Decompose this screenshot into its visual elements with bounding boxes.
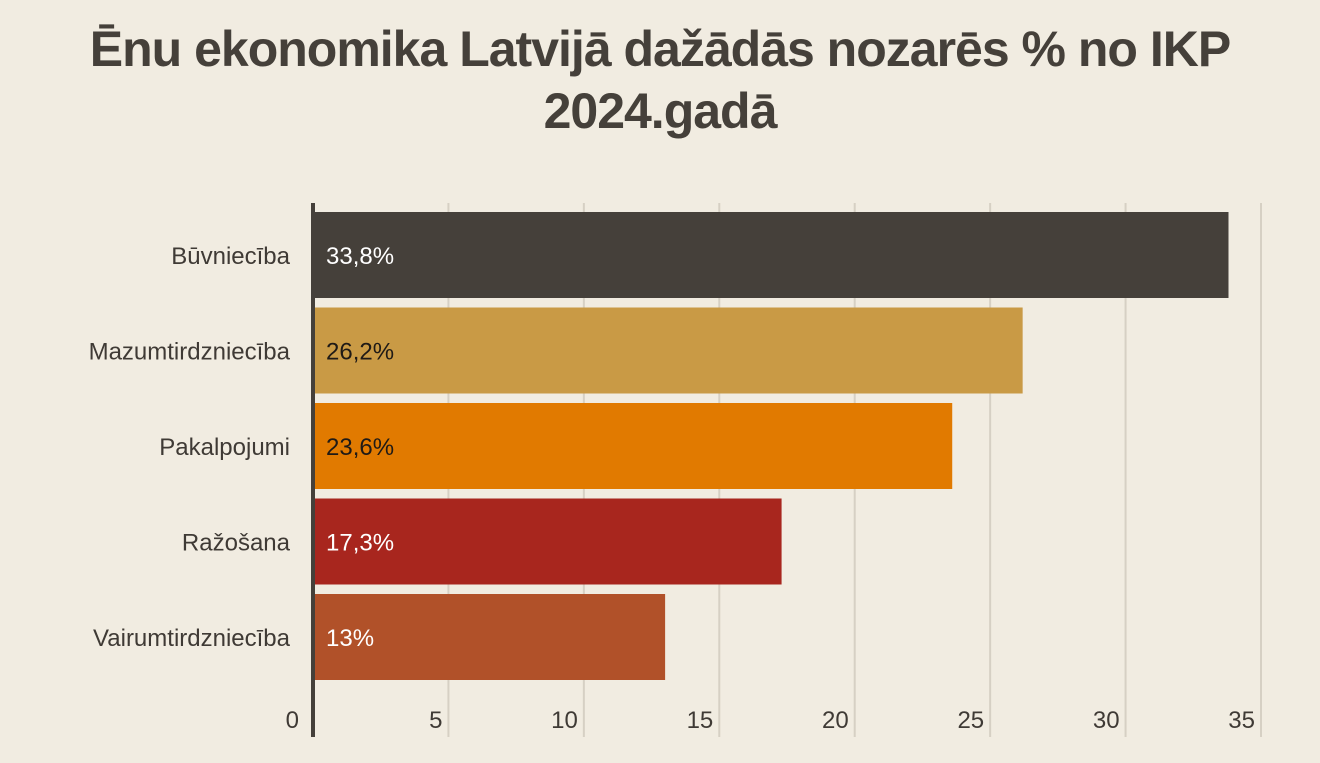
chart-title: Ēnu ekonomika Latvijā dažādās nozarēs % … (89, 21, 1231, 139)
data-label: 33,8% (326, 243, 394, 270)
axis: 0 5 10 15 20 25 30 35 Būvniecība Mazumtirdzniecīb… (89, 203, 1255, 737)
category-label: Pakalpojumi (159, 434, 290, 461)
category-label: Mazumtirdzniecība (89, 339, 291, 366)
x-tick-label: 20 (822, 707, 849, 734)
x-tick-label: 35 (1228, 707, 1255, 734)
bar (313, 403, 953, 489)
data-label: 26,2% (326, 339, 394, 366)
x-tick-label: 10 (551, 707, 578, 734)
x-tick-label: 25 (957, 707, 984, 734)
bars: 33,8% 26,2% 23,6% 17,3% 13% (313, 212, 1229, 680)
x-tick-label: 30 (1093, 707, 1120, 734)
category-label: Ražošana (182, 530, 291, 557)
x-tick-label: 0 (286, 707, 299, 734)
x-tick-label: 15 (687, 707, 714, 734)
bar (313, 212, 1229, 298)
data-label: 13% (326, 625, 374, 652)
category-label: Būvniecība (171, 243, 290, 270)
bar (313, 498, 782, 585)
data-label: 17,3% (326, 530, 394, 557)
category-label: Vairumtirdzniecība (93, 625, 291, 652)
bar (313, 307, 1023, 394)
x-tick-label: 5 (429, 707, 442, 734)
data-label: 23,6% (326, 434, 394, 461)
bar (313, 594, 666, 680)
